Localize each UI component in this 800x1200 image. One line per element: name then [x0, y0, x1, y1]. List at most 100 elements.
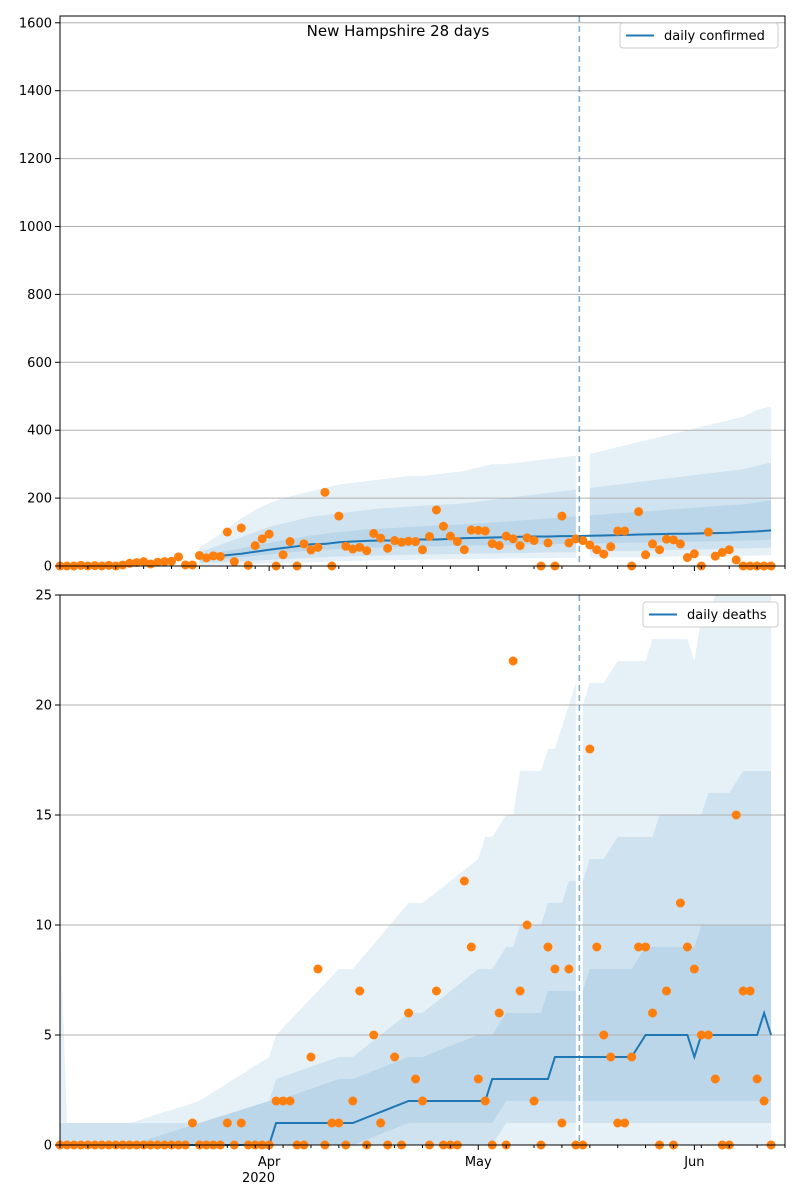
- observed-point: [710, 1074, 720, 1084]
- observed-point: [585, 540, 595, 550]
- observed-point: [418, 1096, 427, 1106]
- observed-point: [571, 534, 581, 544]
- x-tick-label: May: [465, 1155, 492, 1170]
- observed-point: [738, 986, 748, 996]
- observed-point: [466, 525, 476, 535]
- observed-point: [613, 1118, 623, 1128]
- observed-point: [383, 543, 393, 553]
- confirmed-legend-label: daily confirmed: [664, 29, 765, 44]
- x-year-label: 2020: [242, 1171, 275, 1186]
- y-tick-label: 20: [35, 699, 52, 714]
- observed-point: [438, 521, 448, 531]
- observed-point: [348, 1096, 358, 1106]
- observed-point: [557, 1118, 567, 1128]
- deaths-legend: daily deaths: [642, 601, 779, 628]
- observed-point: [501, 531, 511, 541]
- observed-point: [153, 557, 163, 567]
- observed-point: [592, 942, 602, 952]
- y-tick-label: 0: [44, 1139, 52, 1154]
- deaths-legend-label: daily deaths: [687, 608, 767, 623]
- observed-point: [696, 1030, 706, 1040]
- observed-point: [648, 1008, 658, 1018]
- y-tick-label: 1400: [19, 84, 52, 99]
- observed-point: [250, 541, 260, 551]
- observed-point: [682, 553, 692, 563]
- uncertainty-band-3-seg-1: [60, 991, 576, 1145]
- observed-point: [557, 511, 567, 521]
- y-tick-label: 400: [27, 424, 52, 439]
- observed-point: [494, 541, 504, 551]
- observed-point: [543, 942, 553, 952]
- observed-point: [724, 545, 734, 555]
- observed-point: [599, 549, 609, 559]
- confirmed-y-ticks: 0 200 400 600 800 1000 1200 1400 1600: [19, 16, 60, 575]
- observed-point: [174, 552, 184, 562]
- observed-point: [355, 986, 365, 996]
- deaths-median-line: [60, 1009, 773, 1146]
- observed-point: [334, 1118, 344, 1128]
- observed-point: [487, 539, 497, 549]
- observed-point: [404, 536, 414, 546]
- observed-point: [222, 527, 232, 537]
- y-tick-label: 800: [27, 288, 52, 303]
- observed-point: [139, 557, 149, 567]
- observed-point: [480, 526, 490, 536]
- confirmed-observed-points: [55, 487, 776, 571]
- observed-point: [550, 964, 560, 974]
- y-tick-label: 200: [27, 492, 52, 507]
- observed-point: [661, 986, 671, 996]
- observed-point: [606, 1052, 616, 1062]
- y-tick-label: 15: [35, 809, 52, 824]
- observed-point: [160, 557, 170, 567]
- observed-point: [355, 542, 365, 552]
- observed-point: [689, 964, 699, 974]
- observed-point: [508, 656, 518, 666]
- observed-point: [675, 898, 685, 908]
- observed-point: [480, 1096, 490, 1106]
- observed-point: [668, 535, 678, 545]
- deaths-panel: 0 5 10 15 20 25 Apr May Jun daily deaths 2020: [35, 589, 786, 1186]
- observed-point: [599, 1030, 609, 1040]
- observed-point: [564, 964, 574, 974]
- observed-point: [341, 541, 351, 551]
- observed-point: [320, 487, 330, 497]
- median-line: [199, 529, 772, 560]
- observed-point: [564, 538, 574, 548]
- observed-point: [745, 986, 755, 996]
- uncertainty-band-2-seg-1: [60, 881, 576, 1145]
- uncertainty-band-1-seg-2: [582, 595, 772, 1145]
- observed-point: [306, 545, 316, 555]
- observed-point: [278, 550, 288, 560]
- observed-point: [132, 558, 142, 568]
- confirmed-median-line: [199, 529, 772, 560]
- observed-point: [606, 542, 616, 552]
- observed-point: [641, 942, 651, 952]
- observed-point: [634, 942, 644, 952]
- x-tick-label: Apr: [258, 1155, 281, 1170]
- observed-point: [445, 531, 455, 541]
- observed-point: [390, 1052, 400, 1062]
- observed-point: [627, 1052, 637, 1062]
- observed-point: [285, 537, 295, 547]
- observed-point: [529, 1096, 539, 1106]
- observed-point: [592, 545, 602, 555]
- observed-point: [759, 1096, 769, 1106]
- observed-point: [710, 551, 720, 561]
- observed-point: [466, 942, 476, 952]
- observed-point: [104, 560, 114, 570]
- observed-point: [459, 545, 469, 555]
- observed-point: [362, 546, 372, 556]
- observed-point: [431, 505, 441, 515]
- observed-point: [620, 1118, 630, 1128]
- observed-point: [236, 1118, 246, 1128]
- observed-point: [578, 536, 588, 546]
- observed-point: [167, 556, 177, 566]
- observed-point: [515, 541, 525, 551]
- observed-point: [424, 531, 434, 541]
- observed-point: [229, 557, 239, 567]
- deaths-observed-points: [55, 656, 776, 1150]
- observed-point: [620, 526, 630, 536]
- observed-point: [348, 544, 358, 554]
- observed-point: [327, 1118, 337, 1128]
